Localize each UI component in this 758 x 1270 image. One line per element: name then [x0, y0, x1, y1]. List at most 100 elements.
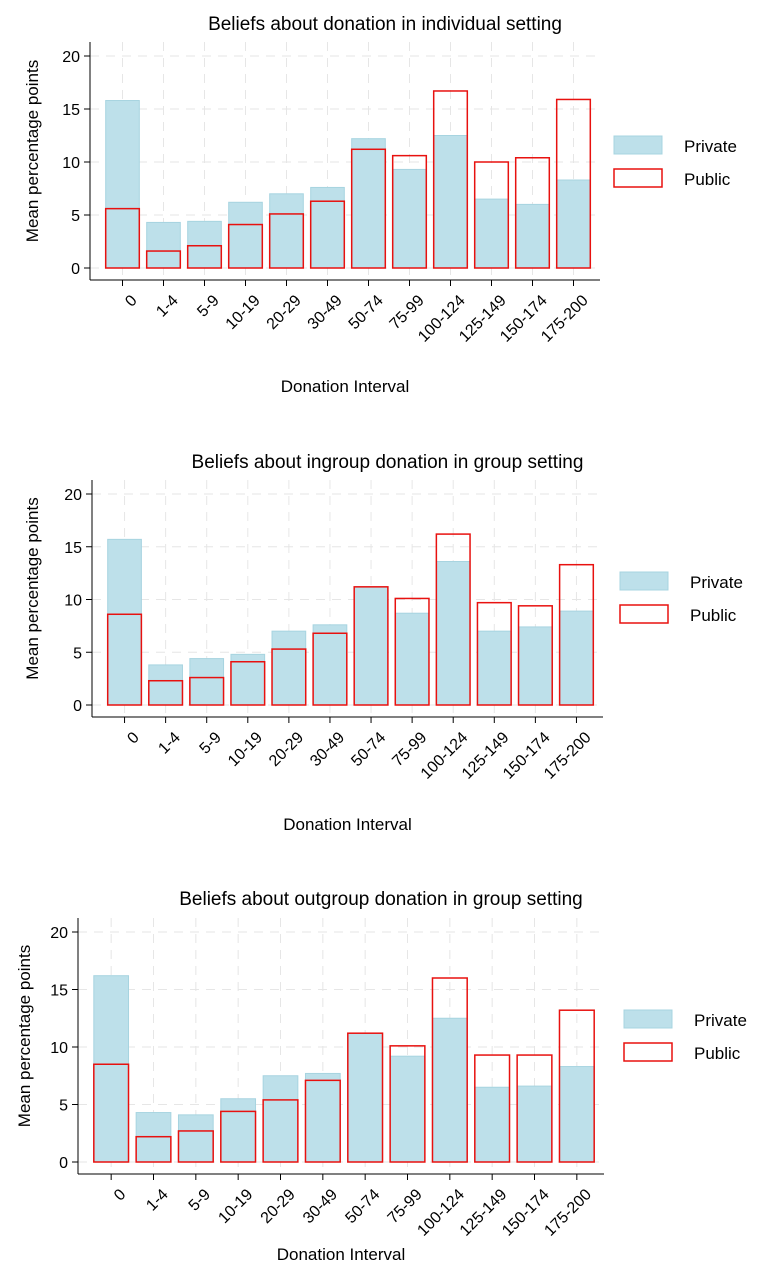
legend: Private Public	[619, 571, 743, 625]
x-tick-label: 20-29	[266, 729, 307, 770]
bar-private-20-29	[271, 630, 307, 706]
legend-swatch-public	[619, 604, 669, 624]
bar-public-30-49	[304, 1079, 341, 1163]
bar-private-125-149	[474, 198, 509, 269]
bar-private-75-99	[389, 1055, 426, 1163]
y-tick-label: 20	[50, 925, 68, 942]
bar-public-50-74	[347, 1032, 384, 1163]
x-tick-label: 1-4	[143, 1186, 171, 1214]
legend-swatch-public	[623, 1042, 673, 1062]
bar-public-150-174	[516, 1054, 553, 1163]
bar-public-100-124	[432, 90, 469, 269]
y-tick-label: 10	[64, 593, 82, 610]
legend-label-public: Public	[694, 1044, 741, 1063]
bar-public-20-29	[271, 648, 307, 706]
bar-public-5-9	[186, 244, 223, 269]
bar-public-30-49	[312, 632, 348, 706]
x-tick-label: 30-49	[307, 729, 348, 770]
legend-swatch-private	[623, 1009, 673, 1029]
chart-panel-3: Beliefs about outgroup donation in group…	[15, 889, 747, 1264]
bar-private-10-19	[230, 653, 266, 706]
bar-public-125-149	[473, 161, 510, 269]
bar-private-0	[107, 538, 142, 706]
x-tick-label: 30-49	[305, 292, 346, 333]
x-tick-label: 50-74	[346, 292, 387, 333]
bar-public-125-149	[476, 601, 512, 706]
x-axis-label: Donation Interval	[277, 1245, 406, 1264]
y-tick-label: 15	[50, 983, 68, 1000]
bar-private-175-200	[556, 179, 591, 269]
bar-public-0	[104, 207, 141, 269]
x-tick-label: 20-29	[258, 1186, 299, 1227]
bar-public-75-99	[391, 154, 428, 269]
bar-private-20-29	[262, 1075, 299, 1163]
y-tick-label: 15	[62, 102, 80, 119]
bar-public-50-74	[353, 586, 389, 706]
bar-private-175-200	[559, 610, 594, 706]
bar-private-30-49	[312, 624, 348, 706]
bar-public-10-19	[227, 223, 264, 269]
bar-private-50-74	[347, 1032, 384, 1163]
legend-label-public: Public	[684, 170, 731, 189]
bar-public-1-4	[148, 679, 184, 706]
chart-title: Beliefs about donation in individual set…	[208, 14, 562, 35]
x-tick-label: 1-4	[153, 292, 181, 320]
bar-public-125-149	[474, 1054, 511, 1163]
bar-private-1-4	[146, 221, 181, 269]
legend-label-private: Private	[684, 137, 737, 156]
bar-private-0	[105, 100, 140, 269]
bar-private-1-4	[148, 664, 183, 706]
x-tick-label: 10-19	[225, 729, 266, 770]
legend-swatch-private	[619, 571, 669, 591]
bar-public-50-74	[350, 148, 387, 269]
y-tick-label: 20	[64, 487, 82, 504]
x-tick-label: 1-4	[155, 729, 183, 757]
legend: Private Public	[613, 135, 737, 189]
legend-swatch-private	[613, 135, 663, 155]
bar-private-5-9	[177, 1114, 214, 1163]
bar-public-150-174	[517, 605, 553, 706]
bar-public-75-99	[394, 597, 430, 706]
y-tick-label: 5	[71, 208, 80, 225]
bar-public-0	[93, 1063, 130, 1163]
bar-private-100-124	[435, 561, 471, 706]
chart-title: Beliefs about ingroup donation in group …	[192, 452, 584, 473]
bar-private-150-174	[516, 1085, 553, 1163]
bar-public-0	[106, 613, 143, 706]
x-tick-label: 75-99	[385, 1186, 426, 1227]
bar-private-50-74	[351, 138, 386, 269]
bar-public-20-29	[268, 213, 305, 269]
y-tick-label: 0	[71, 261, 80, 278]
x-tick-label: 50-74	[348, 729, 389, 770]
bar-private-100-124	[433, 135, 468, 269]
bar-public-1-4	[145, 250, 182, 269]
bar-private-175-200	[558, 1066, 595, 1163]
bar-public-10-19	[230, 660, 266, 706]
bar-private-125-149	[474, 1086, 511, 1163]
bar-public-175-200	[558, 1009, 595, 1163]
x-tick-label: 0	[122, 292, 140, 310]
bar-public-1-4	[135, 1135, 172, 1163]
x-tick-label: 50-74	[342, 1186, 383, 1227]
bar-private-125-149	[476, 630, 512, 706]
y-tick-label: 0	[59, 1155, 68, 1172]
bar-private-50-74	[353, 586, 389, 706]
bar-private-75-99	[394, 612, 430, 706]
bar-public-150-174	[514, 157, 551, 269]
chart-panel-1: Beliefs about donation in individual set…	[23, 14, 737, 396]
y-tick-label: 5	[59, 1098, 68, 1115]
y-tick-label: 0	[73, 698, 82, 715]
x-tick-label: 30-49	[300, 1186, 341, 1227]
y-tick-label: 5	[73, 645, 82, 662]
x-tick-label: 175-200	[541, 1186, 595, 1240]
x-axis-label: Donation Interval	[283, 815, 412, 834]
bar-private-0	[93, 975, 130, 1163]
bar-public-10-19	[220, 1110, 257, 1163]
y-tick-label: 10	[50, 1040, 68, 1057]
bar-public-175-200	[555, 98, 592, 269]
x-axis-label: Donation Interval	[281, 377, 410, 396]
x-tick-label: 5-9	[186, 1186, 214, 1214]
bar-private-150-174	[518, 626, 553, 706]
bar-private-100-124	[431, 1017, 468, 1163]
